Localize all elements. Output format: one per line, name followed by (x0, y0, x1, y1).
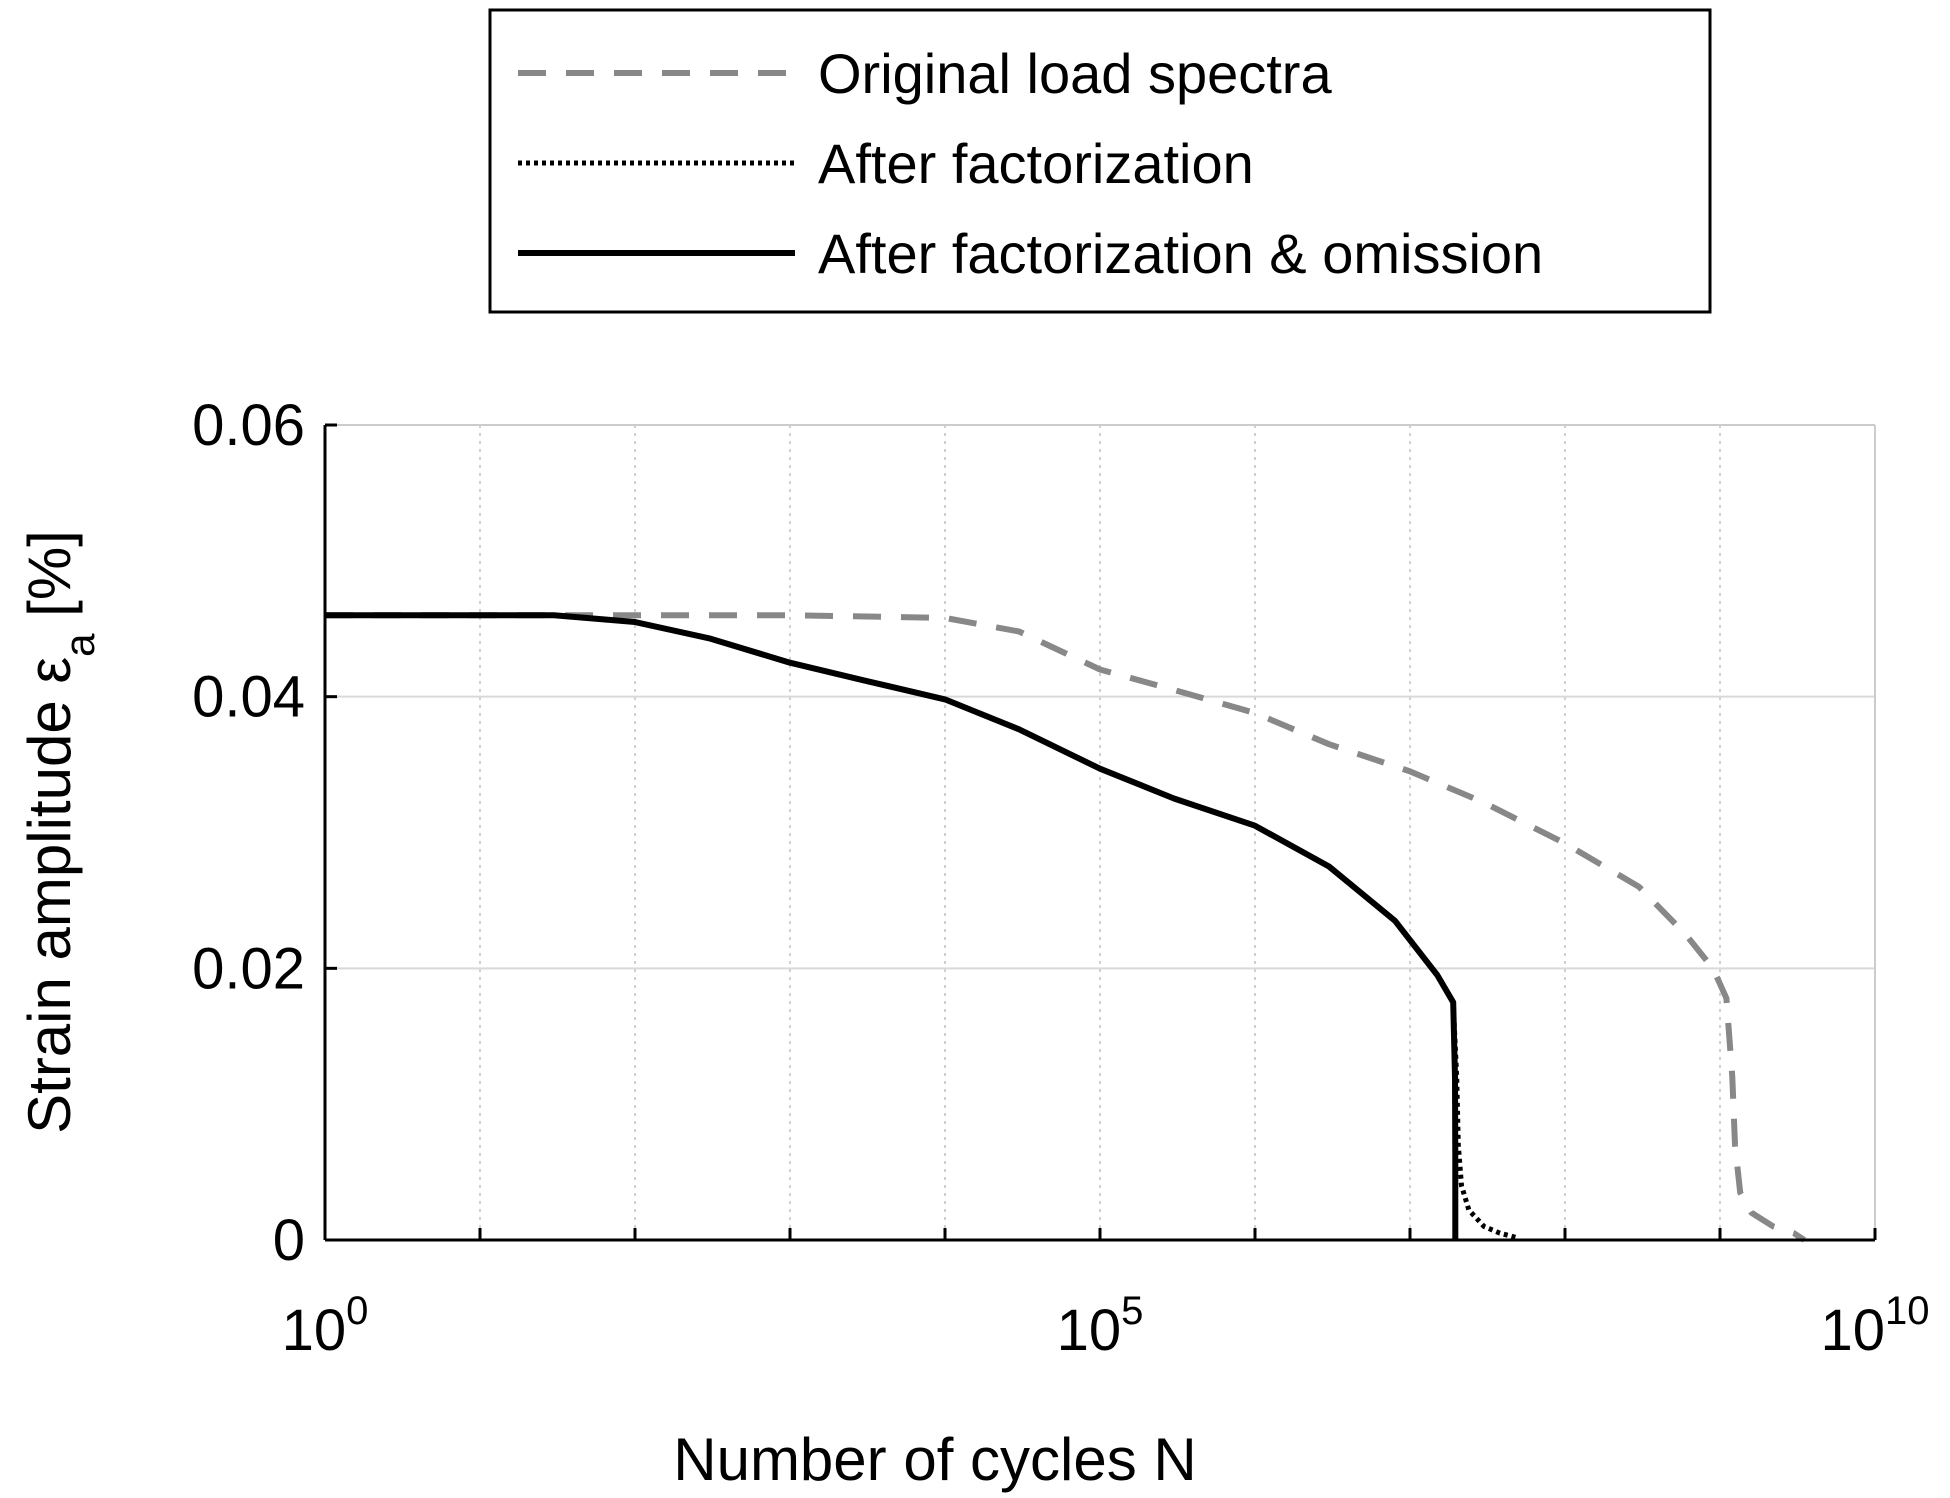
grid (325, 424, 1875, 1240)
x-tick-label: 105 (1057, 1289, 1144, 1363)
series-group (325, 612, 1806, 1243)
series-line-after-factorization (325, 612, 1517, 1240)
y-axis-title-space (16, 617, 83, 634)
y-axis-title-main: Strain amplitude ε (16, 657, 83, 1134)
y-axis-title-sub: a (56, 633, 103, 657)
legend-box (488, 8, 1712, 314)
legend: Original load spectra After factorizatio… (488, 8, 1712, 314)
y-axis-title-unit: [%] (16, 530, 83, 617)
legend-label-omission: After factorization & omission (818, 222, 1543, 285)
x-axis-title: Number of cycles N (673, 1426, 1196, 1493)
legend-label-factorization: After factorization (818, 132, 1254, 195)
legend-label-original: Original load spectra (818, 42, 1332, 105)
ticks: 0 0.02 0.04 0.06 100 105 1010 (192, 393, 1929, 1363)
x-tick-label: 100 (282, 1289, 369, 1363)
series-line-original-load-spectra (325, 612, 1806, 1243)
y-tick-label: 0.06 (192, 393, 305, 458)
y-tick-label: 0.04 (192, 665, 305, 730)
y-axis-title: Strain amplitude εa [%] (16, 530, 103, 1134)
y-tick-label: 0.02 (192, 936, 305, 1001)
y-tick-label: 0 (273, 1208, 305, 1273)
series-line-after-factorization-omission (325, 612, 1459, 1240)
x-tick-label: 1010 (1820, 1289, 1929, 1363)
